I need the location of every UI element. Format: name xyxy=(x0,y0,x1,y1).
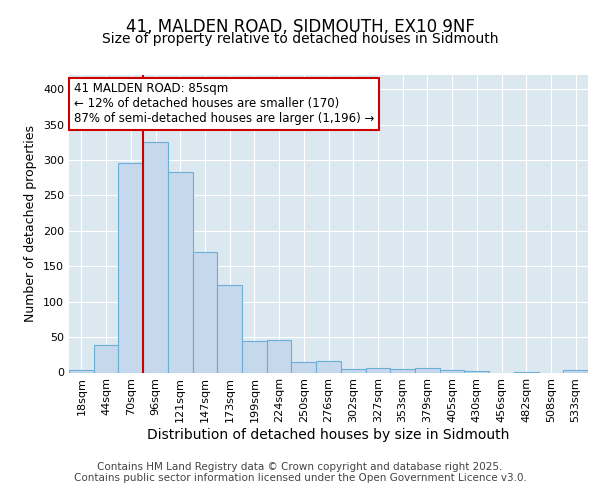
Bar xyxy=(242,340,267,372)
Text: Contains HM Land Registry data © Crown copyright and database right 2025.
Contai: Contains HM Land Registry data © Crown c… xyxy=(74,462,526,483)
Text: 41 MALDEN ROAD: 85sqm
← 12% of detached houses are smaller (170)
87% of semi-det: 41 MALDEN ROAD: 85sqm ← 12% of detached … xyxy=(74,82,374,126)
Bar xyxy=(267,340,292,372)
Bar xyxy=(440,370,464,372)
Bar xyxy=(563,370,588,372)
Bar xyxy=(143,142,168,372)
X-axis label: Distribution of detached houses by size in Sidmouth: Distribution of detached houses by size … xyxy=(148,428,509,442)
Bar xyxy=(365,368,390,372)
Bar xyxy=(390,369,415,372)
Bar xyxy=(316,361,341,372)
Text: 41, MALDEN ROAD, SIDMOUTH, EX10 9NF: 41, MALDEN ROAD, SIDMOUTH, EX10 9NF xyxy=(125,18,475,36)
Bar xyxy=(118,163,143,372)
Bar xyxy=(415,368,440,372)
Text: Size of property relative to detached houses in Sidmouth: Size of property relative to detached ho… xyxy=(102,32,498,46)
Bar xyxy=(94,345,118,372)
Bar xyxy=(292,362,316,372)
Bar xyxy=(193,252,217,372)
Bar xyxy=(168,172,193,372)
Bar xyxy=(464,371,489,372)
Bar xyxy=(217,284,242,372)
Bar xyxy=(341,369,365,372)
Bar xyxy=(69,370,94,372)
Y-axis label: Number of detached properties: Number of detached properties xyxy=(25,125,37,322)
